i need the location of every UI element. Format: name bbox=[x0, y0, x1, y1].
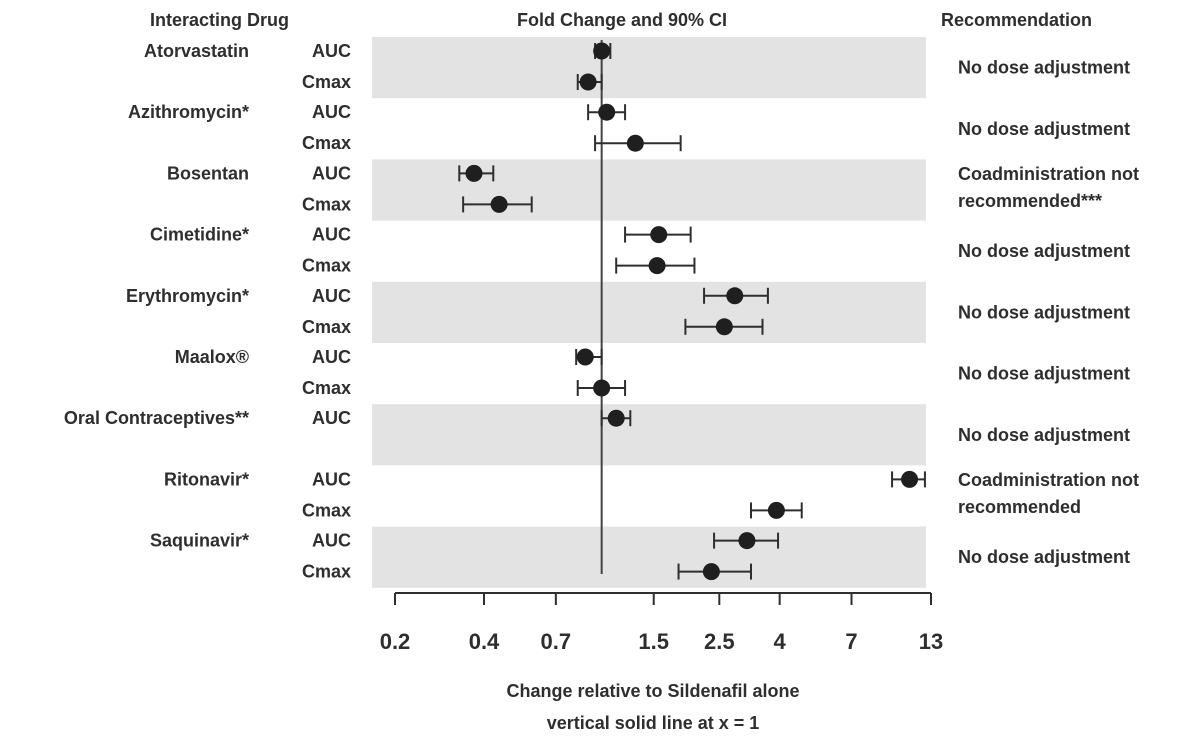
point-estimate bbox=[648, 257, 666, 275]
drug-label: Maalox® bbox=[175, 347, 249, 367]
recommendation-label: No dose adjustment bbox=[958, 241, 1130, 261]
param-label: AUC bbox=[312, 408, 351, 428]
point-estimate bbox=[726, 287, 744, 305]
recommendation-label: recommended*** bbox=[958, 191, 1102, 211]
x-tick-label: 0.4 bbox=[469, 629, 500, 654]
forest-marks bbox=[458, 42, 926, 581]
param-label: Cmax bbox=[302, 500, 351, 520]
row-labels: Atorvastatin AUC Cmax No dose adjustment Azi… bbox=[64, 41, 1139, 582]
point-estimate bbox=[901, 470, 919, 488]
point-estimate bbox=[490, 195, 508, 213]
param-label: AUC bbox=[312, 102, 351, 122]
x-tick-label: 0.2 bbox=[380, 629, 411, 654]
drug-label: Erythromycin* bbox=[126, 286, 249, 306]
param-label: AUC bbox=[312, 225, 351, 245]
header-interacting-drug: Interacting Drug bbox=[150, 10, 289, 30]
point-estimate bbox=[715, 318, 733, 336]
x-tick-label: 13 bbox=[919, 629, 943, 654]
x-axis-note: vertical solid line at x = 1 bbox=[547, 713, 760, 733]
header-recommendation: Recommendation bbox=[941, 10, 1092, 30]
drug-label: Bosentan bbox=[167, 163, 249, 183]
recommendation-label: No dose adjustment bbox=[958, 302, 1130, 322]
param-label: Cmax bbox=[302, 72, 351, 92]
param-label: Cmax bbox=[302, 317, 351, 337]
recommendation-label: Coadministration not bbox=[958, 164, 1139, 184]
x-tick-label: 1.5 bbox=[638, 629, 669, 654]
param-label: AUC bbox=[312, 531, 351, 551]
param-label: Cmax bbox=[302, 256, 351, 276]
param-label: Cmax bbox=[302, 133, 351, 153]
band-8 bbox=[372, 526, 926, 588]
point-estimate bbox=[465, 164, 483, 182]
band-2 bbox=[372, 159, 926, 221]
param-label: AUC bbox=[312, 41, 351, 61]
recommendation-label: No dose adjustment bbox=[958, 364, 1130, 384]
param-label: AUC bbox=[312, 469, 351, 489]
param-label: Cmax bbox=[302, 194, 351, 214]
recommendation-label: No dose adjustment bbox=[958, 58, 1130, 78]
param-label: AUC bbox=[312, 163, 351, 183]
point-estimate bbox=[593, 42, 611, 60]
band-4 bbox=[372, 281, 926, 343]
recommendation-label: recommended bbox=[958, 497, 1081, 517]
point-estimate bbox=[626, 134, 644, 152]
point-estimate bbox=[607, 409, 625, 427]
point-estimate bbox=[650, 226, 668, 244]
drug-label: Cimetidine* bbox=[150, 225, 249, 245]
band-0 bbox=[372, 37, 926, 99]
param-label: Cmax bbox=[302, 562, 351, 582]
param-label: AUC bbox=[312, 347, 351, 367]
point-estimate bbox=[593, 379, 611, 397]
x-tick-label: 7 bbox=[845, 629, 857, 654]
drug-label: Oral Contraceptives** bbox=[64, 408, 249, 428]
point-estimate bbox=[579, 73, 597, 91]
point-estimate bbox=[598, 103, 616, 121]
x-tick-label: 2.5 bbox=[704, 629, 735, 654]
x-axis-label: Change relative to Sildenafil alone bbox=[506, 681, 799, 701]
x-tick-label: 4 bbox=[774, 629, 787, 654]
point-estimate bbox=[738, 532, 756, 550]
point-estimate bbox=[702, 563, 720, 581]
recommendation-label: No dose adjustment bbox=[958, 119, 1130, 139]
drug-label: Ritonavir* bbox=[164, 469, 249, 489]
recommendation-label: No dose adjustment bbox=[958, 425, 1130, 445]
drug-label: Atorvastatin bbox=[144, 41, 249, 61]
recommendation-label: Coadministration not bbox=[958, 470, 1139, 490]
band-6 bbox=[372, 404, 926, 466]
shaded-bands bbox=[372, 37, 926, 588]
param-label: AUC bbox=[312, 286, 351, 306]
header-fold-change: Fold Change and 90% CI bbox=[517, 10, 727, 30]
x-axis: 0.2 0.4 0.7 1.5 2.5 4 7 13 bbox=[380, 592, 943, 654]
recommendation-label: No dose adjustment bbox=[958, 547, 1130, 567]
point-estimate bbox=[767, 501, 785, 519]
drug-label: Saquinavir* bbox=[150, 531, 249, 551]
param-label: Cmax bbox=[302, 378, 351, 398]
point-estimate bbox=[576, 348, 594, 366]
drug-label: Azithromycin* bbox=[128, 102, 249, 122]
x-tick-label: 0.7 bbox=[541, 629, 572, 654]
